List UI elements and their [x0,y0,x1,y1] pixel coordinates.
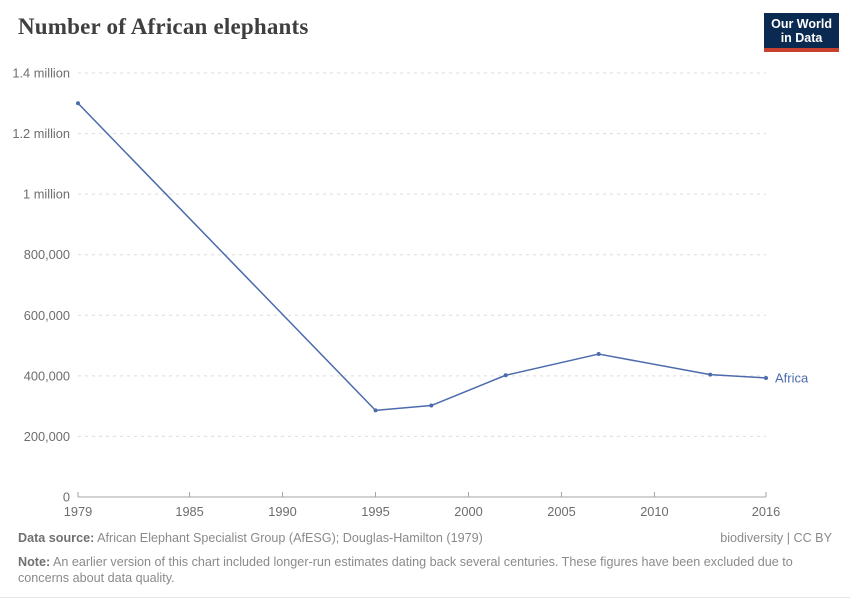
series-label-africa[interactable]: Africa [775,370,809,385]
y-axis-label: 800,000 [24,247,70,262]
page-title: Number of African elephants [18,14,309,39]
note-label: Note: [18,554,51,569]
data-point-marker[interactable] [503,373,508,378]
datasource-text: African Elephant Specialist Group (AfESG… [97,531,483,545]
y-axis-label: 1.2 million [12,126,70,141]
x-axis-label: 2000 [454,504,482,519]
bottom-divider [0,597,850,598]
x-axis-label: 2005 [547,504,575,519]
y-axis-label: 1.4 million [12,66,70,81]
x-axis-label: 2010 [640,504,668,519]
y-axis-label: 0 [63,490,70,505]
x-axis-label: 1985 [175,504,203,519]
chart-note: Note: An earlier version of this chart i… [18,554,810,587]
datasource-row: Data source: African Elephant Specialist… [18,530,832,547]
data-point-marker[interactable] [764,375,768,380]
owid-logo-line1: Our World [771,17,832,31]
y-axis-label: 400,000 [24,368,70,383]
data-point-marker[interactable] [708,372,713,377]
data-point-marker[interactable] [76,101,80,106]
owid-logo-line2: in Data [780,31,823,45]
y-axis-label: 600,000 [24,308,70,323]
note-text: An earlier version of this chart include… [18,554,793,586]
x-axis-label: 1995 [361,504,389,519]
x-axis-label: 1979 [64,504,92,519]
datasource-label: Data source: [18,531,95,545]
y-axis-label: 200,000 [24,429,70,444]
data-point-marker[interactable] [373,408,378,413]
x-axis-label: 1990 [268,504,296,519]
chart-footer: Data source: African Elephant Specialist… [18,530,832,587]
owid-logo[interactable]: Our World in Data [764,13,839,52]
data-point-marker[interactable] [429,403,434,408]
data-point-marker[interactable] [596,352,601,357]
y-axis-label: 1 million [23,187,70,202]
x-axis-label: 2016 [752,504,780,519]
license-badge[interactable]: biodiversity | CC BY [720,531,832,545]
datasource: Data source: African Elephant Specialist… [18,530,483,547]
series-line-africa[interactable] [77,102,767,412]
